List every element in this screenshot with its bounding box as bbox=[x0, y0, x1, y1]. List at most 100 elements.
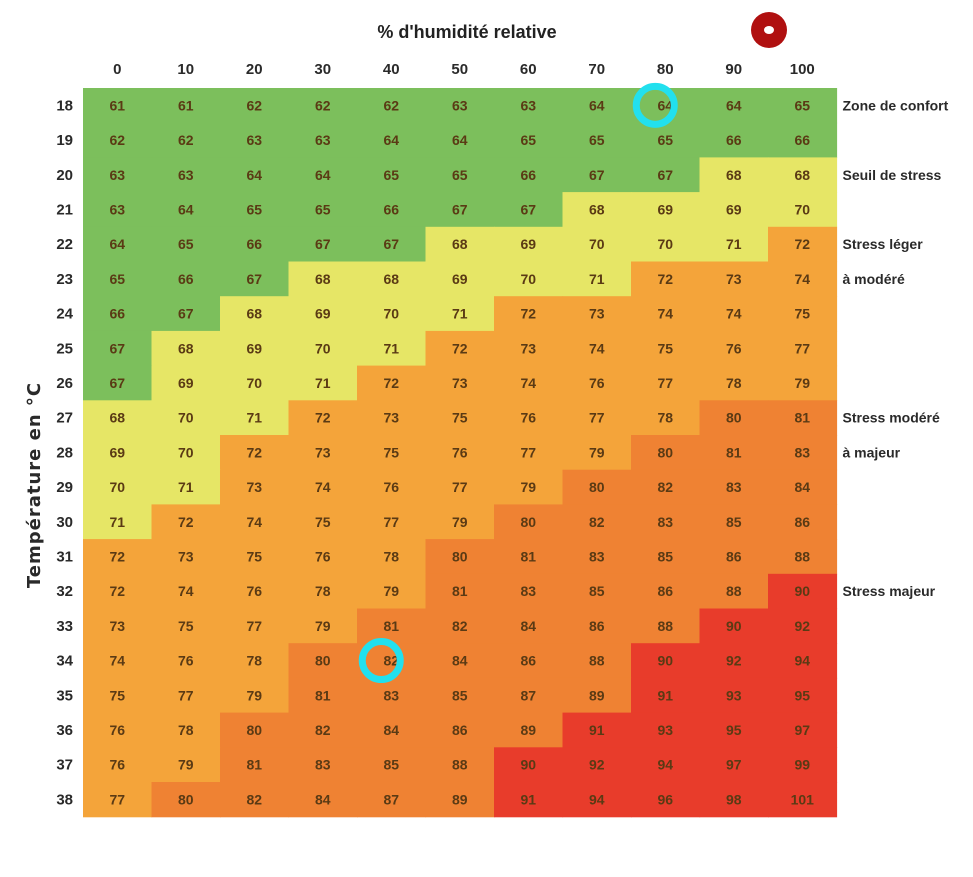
heatmap-cell bbox=[151, 261, 221, 297]
heatmap-cell bbox=[357, 296, 427, 332]
heatmap-cell bbox=[631, 365, 701, 401]
heatmap-cell bbox=[562, 712, 632, 748]
cell-value-label: 67 bbox=[520, 201, 536, 217]
y-tick-label: 23 bbox=[56, 271, 73, 288]
heatmap-cell bbox=[425, 504, 495, 540]
cell-value-label: 65 bbox=[520, 132, 536, 148]
cell-value-label: 70 bbox=[657, 236, 673, 252]
y-tick-label: 19 bbox=[56, 132, 73, 149]
cell-value-label: 67 bbox=[246, 271, 262, 287]
heatmap-cell bbox=[425, 296, 495, 332]
heatmap-cell bbox=[220, 226, 290, 263]
cell-value-label: 66 bbox=[178, 271, 194, 287]
heatmap-cell bbox=[768, 226, 838, 263]
cell-value-label: 75 bbox=[178, 618, 194, 634]
heatmap-cell bbox=[631, 504, 701, 540]
chart-title: % d'humidité relative bbox=[377, 22, 556, 42]
highlight-ring bbox=[632, 82, 678, 128]
heatmap-cell bbox=[83, 573, 153, 610]
cell-value-label: 64 bbox=[452, 132, 468, 148]
cell-value-label: 80 bbox=[726, 410, 742, 426]
cell-value-label: 77 bbox=[109, 791, 125, 807]
heatmap-cell bbox=[220, 643, 290, 679]
heatmap-cell bbox=[562, 400, 632, 436]
heatmap-cell bbox=[425, 122, 495, 158]
heatmap-cell bbox=[768, 88, 838, 124]
cell-value-label: 79 bbox=[246, 687, 262, 703]
cell-value-label: 88 bbox=[452, 757, 468, 773]
heatmap-cell bbox=[151, 539, 221, 575]
heatmap-cell bbox=[288, 261, 358, 297]
cell-value-label: 63 bbox=[246, 132, 262, 148]
cell-value-label: 80 bbox=[315, 653, 331, 669]
cell-value-label: 75 bbox=[657, 340, 673, 356]
cell-value-label: 70 bbox=[383, 306, 399, 322]
heatmap-cell bbox=[357, 400, 427, 436]
heatmap-cell bbox=[288, 782, 358, 818]
heatmap-cell bbox=[83, 539, 153, 575]
heatmap-cell-labels: 61 61 62 62 62 63 63 64 64 64 65 62 62 63 63 64 64 65 65 65… bbox=[109, 97, 814, 807]
heatmap-cell bbox=[631, 469, 701, 505]
heatmap-cell bbox=[425, 469, 495, 505]
cell-value-label: 76 bbox=[589, 375, 605, 391]
cell-value-label: 77 bbox=[589, 410, 605, 426]
cell-value-label: 79 bbox=[383, 583, 399, 599]
heatmap-cell bbox=[699, 296, 769, 332]
heatmap-cell bbox=[494, 782, 564, 818]
cell-value-label: 86 bbox=[726, 548, 742, 564]
heatmap-cell bbox=[562, 782, 632, 818]
cell-value-label: 92 bbox=[726, 653, 742, 669]
cell-value-label: 63 bbox=[520, 97, 536, 113]
highlight-ring bbox=[358, 638, 404, 684]
cell-value-label: 65 bbox=[315, 201, 331, 217]
cell-value-label: 89 bbox=[589, 687, 605, 703]
heatmap-cell bbox=[699, 712, 769, 748]
cell-value-label: 80 bbox=[178, 791, 194, 807]
x-tick-label: 20 bbox=[246, 61, 263, 78]
heatmap-cell bbox=[151, 435, 221, 471]
heatmap-cell bbox=[699, 226, 769, 263]
zone-label: Stress majeur bbox=[843, 583, 936, 599]
x-tick-label: 50 bbox=[451, 61, 468, 78]
y-tick-label: 21 bbox=[56, 201, 73, 218]
heatmap-cell bbox=[425, 88, 495, 124]
heatmap-cell bbox=[151, 157, 221, 193]
heatmap-cell bbox=[494, 330, 564, 367]
cell-value-label: 84 bbox=[452, 653, 468, 669]
heatmap-cell bbox=[494, 608, 564, 644]
heatmap-cell bbox=[357, 677, 427, 714]
cell-value-label: 70 bbox=[589, 236, 605, 252]
cell-value-label: 80 bbox=[520, 514, 536, 530]
cell-value-label: 66 bbox=[109, 306, 125, 322]
heatmap-cell bbox=[220, 677, 290, 714]
cell-value-label: 76 bbox=[726, 340, 742, 356]
cell-value-label: 73 bbox=[520, 340, 536, 356]
heatmap-cell bbox=[151, 226, 221, 263]
cell-value-label: 78 bbox=[246, 653, 262, 669]
y-tick-label: 27 bbox=[56, 410, 73, 427]
cell-value-label: 64 bbox=[383, 132, 399, 148]
cell-value-label: 94 bbox=[589, 791, 605, 807]
heatmap-cell bbox=[288, 226, 358, 263]
heatmap-cell bbox=[220, 608, 290, 644]
cell-value-label: 85 bbox=[383, 757, 399, 773]
cell-value-label: 76 bbox=[246, 583, 262, 599]
zone-label: Stress léger bbox=[843, 236, 924, 252]
heatmap-cell bbox=[562, 330, 632, 367]
heatmap-cell bbox=[631, 747, 701, 783]
cell-value-label: 69 bbox=[657, 201, 673, 217]
cell-value-label: 64 bbox=[657, 97, 673, 113]
cell-value-label: 82 bbox=[589, 514, 605, 530]
heatmap-cell bbox=[83, 747, 153, 783]
heatmap-cell bbox=[425, 400, 495, 436]
cell-value-label: 72 bbox=[246, 444, 262, 460]
heatmap-cell bbox=[631, 712, 701, 748]
cell-value-label: 62 bbox=[246, 97, 262, 113]
y-tick-label: 33 bbox=[56, 618, 73, 635]
heatmap-cell bbox=[699, 469, 769, 505]
cell-value-label: 76 bbox=[520, 410, 536, 426]
x-tick-label: 80 bbox=[657, 61, 674, 78]
heatmap-cell bbox=[288, 504, 358, 540]
heatmap-cell bbox=[631, 573, 701, 610]
